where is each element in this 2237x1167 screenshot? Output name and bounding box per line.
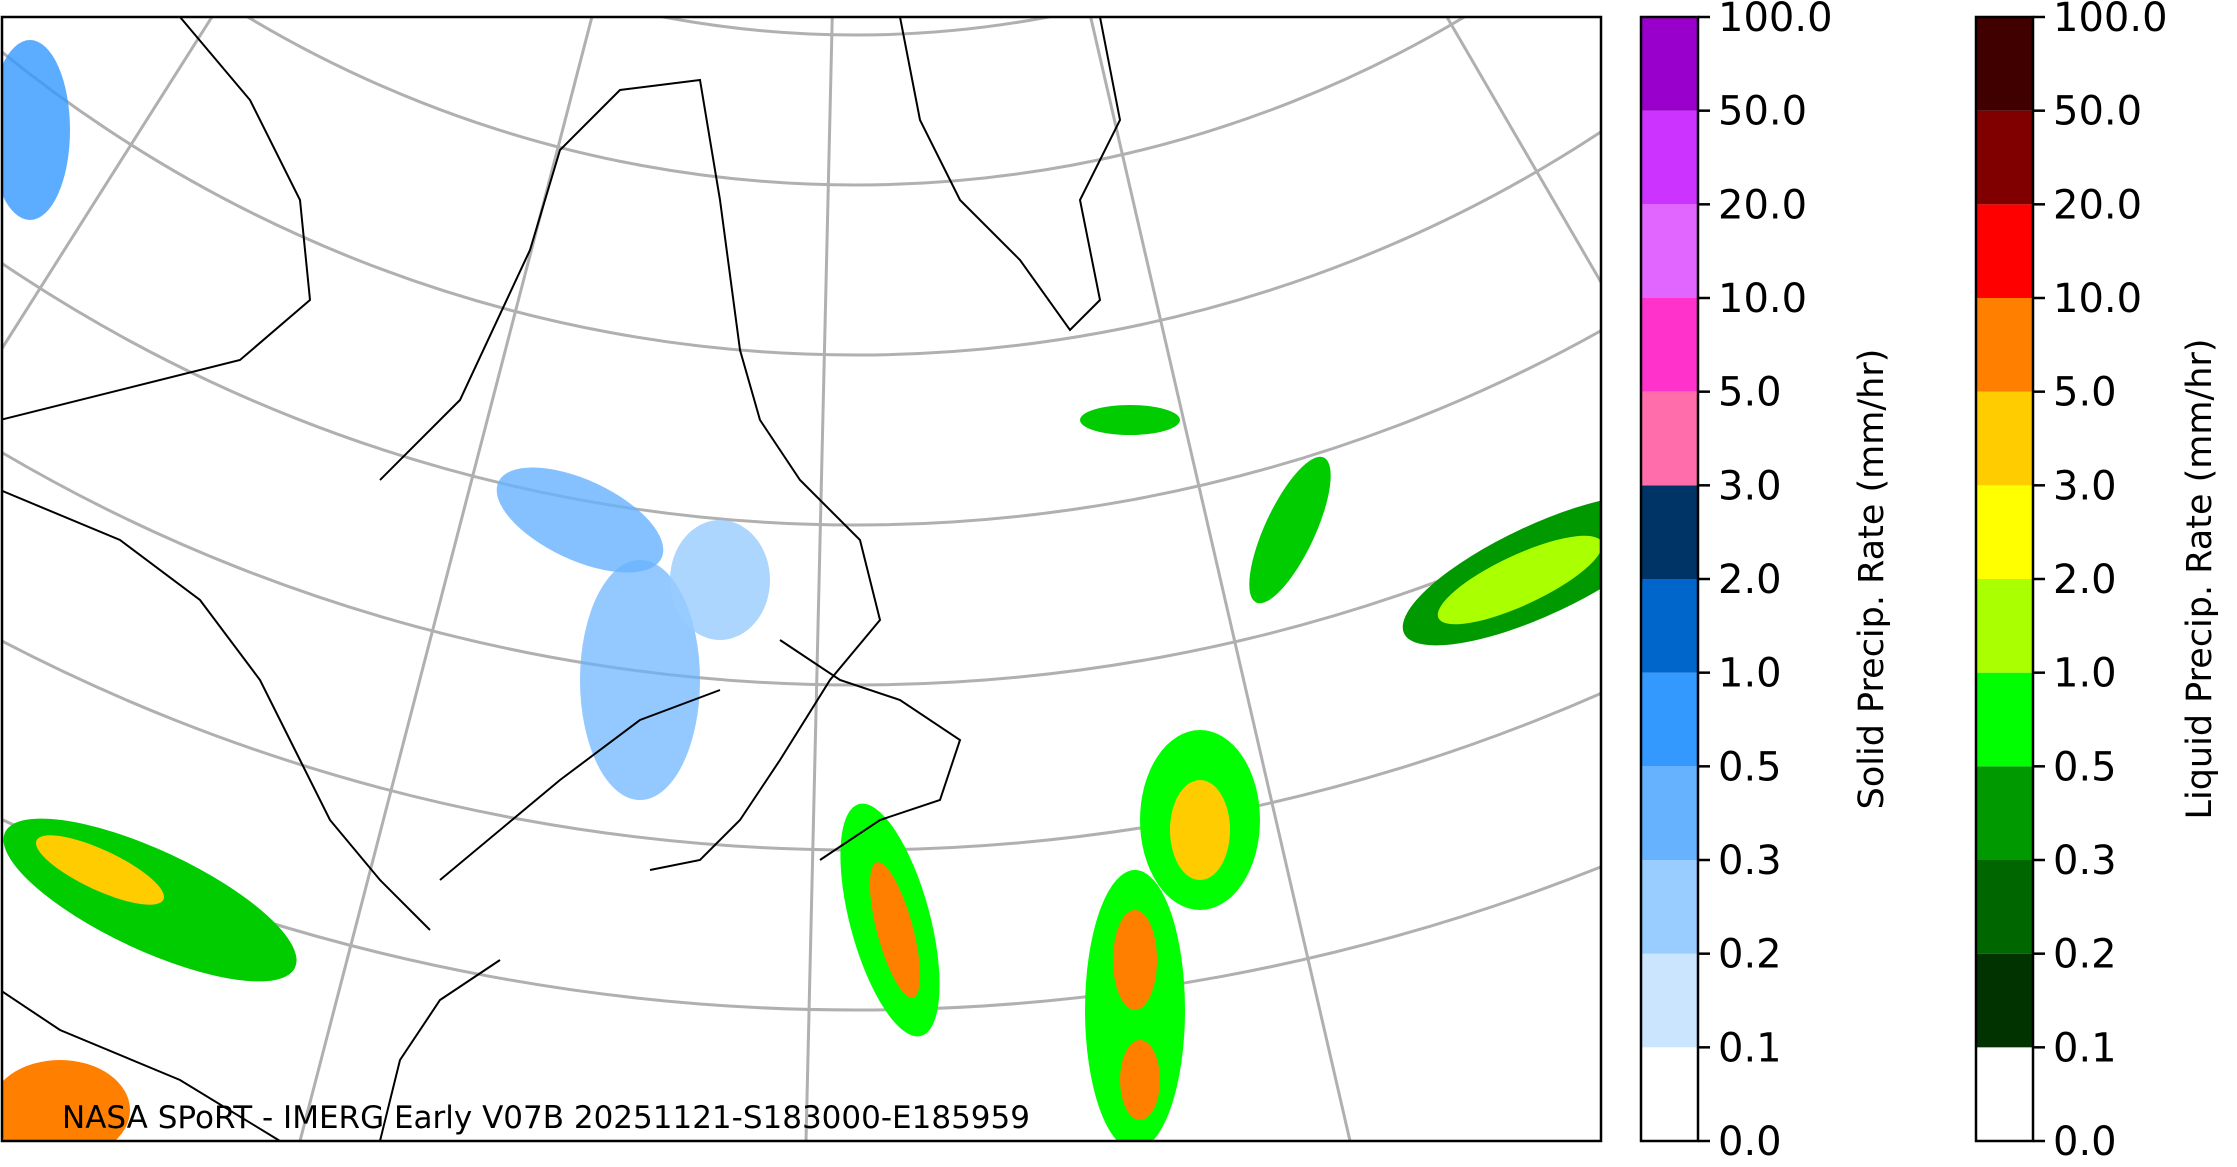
colorbar-bin xyxy=(1641,110,1698,205)
colorbar-tick-label: 2.0 xyxy=(2053,557,2117,603)
colorbar-tick-label: 0.1 xyxy=(2053,1025,2117,1071)
colorbar-bin xyxy=(1976,204,2033,298)
colorbar-tick-label: 2.0 xyxy=(1718,557,1782,603)
colorbar-tick-label: 0.0 xyxy=(2053,1119,2117,1165)
colorbar-bin xyxy=(1976,579,2033,673)
colorbar-tick-label: 3.0 xyxy=(2053,463,2117,509)
colorbar-bin xyxy=(1976,953,2033,1048)
colorbar-tick-label: 5.0 xyxy=(2053,370,2117,416)
colorbar-bin xyxy=(1641,579,1698,673)
colorbar-bin xyxy=(1976,1047,2033,1141)
colorbar-bin xyxy=(1641,766,1698,860)
colorbar-tick-label: 3.0 xyxy=(1718,463,1782,509)
colorbar-tick-label: 0.0 xyxy=(1718,1119,1782,1165)
coastlines xyxy=(2,17,1122,1141)
colorbar-bin xyxy=(1976,391,2033,486)
colorbar-tick-label: 0.1 xyxy=(1718,1025,1782,1071)
colorbar-tick-label: 50.0 xyxy=(2053,89,2142,135)
colorbar-bin xyxy=(1641,485,1698,579)
colorbar-bin xyxy=(1976,672,2033,767)
colorbar-bin xyxy=(1976,860,2033,954)
map-frame xyxy=(0,15,1603,1143)
colorbar-tick-label: 0.2 xyxy=(2053,932,2117,978)
colorbar-tick-label: 0.5 xyxy=(2053,744,2117,790)
colorbar-bin xyxy=(1976,766,2033,860)
colorbar-tick-label: 0.3 xyxy=(1718,838,1782,884)
colorbar-bin xyxy=(1976,17,2033,111)
colorbar-tick-label: 5.0 xyxy=(1718,370,1782,416)
colorbar-tick-label: 0.5 xyxy=(1718,744,1782,790)
map-annotation: NASA SPoRT - IMERG Early V07B 20251121-S… xyxy=(62,1100,1030,1136)
colorbar-tick-label: 20.0 xyxy=(2053,182,2142,228)
colorbar-tick-label: 20.0 xyxy=(1718,182,1807,228)
colorbar-label: Liquid Precip. Rate (mm/hr) xyxy=(2180,338,2220,819)
colorbar-bin xyxy=(1641,391,1698,486)
colorbar-tick-label: 10.0 xyxy=(1718,276,1807,322)
colorbar-bin xyxy=(1641,204,1698,298)
colorbar-tick-label: 0.2 xyxy=(1718,932,1782,978)
colorbar-tick-label: 1.0 xyxy=(2053,651,2117,697)
colorbar-bin xyxy=(1976,298,2033,392)
colorbar-tick-label: 1.0 xyxy=(1718,651,1782,697)
colorbar-tick-label: 50.0 xyxy=(1718,89,1807,135)
colorbar-bin xyxy=(1641,1047,1698,1141)
colorbar-bin xyxy=(1976,110,2033,205)
colorbar-bin xyxy=(1641,298,1698,392)
precipitation xyxy=(2,40,1601,1141)
colorbar-bin xyxy=(1641,17,1698,111)
colorbar-tick-label: 100.0 xyxy=(2053,0,2168,41)
colorbar-bin xyxy=(1641,860,1698,954)
colorbar-tick-label: 100.0 xyxy=(1718,0,1833,41)
colorbar-bin xyxy=(1641,953,1698,1048)
colorbar-tick-label: 10.0 xyxy=(2053,276,2142,322)
colorbar-bin xyxy=(1976,485,2033,579)
colorbar-label: Solid Precip. Rate (mm/hr) xyxy=(1852,349,1892,810)
colorbar-bin xyxy=(1641,672,1698,767)
colorbar-tick-label: 0.3 xyxy=(2053,838,2117,884)
